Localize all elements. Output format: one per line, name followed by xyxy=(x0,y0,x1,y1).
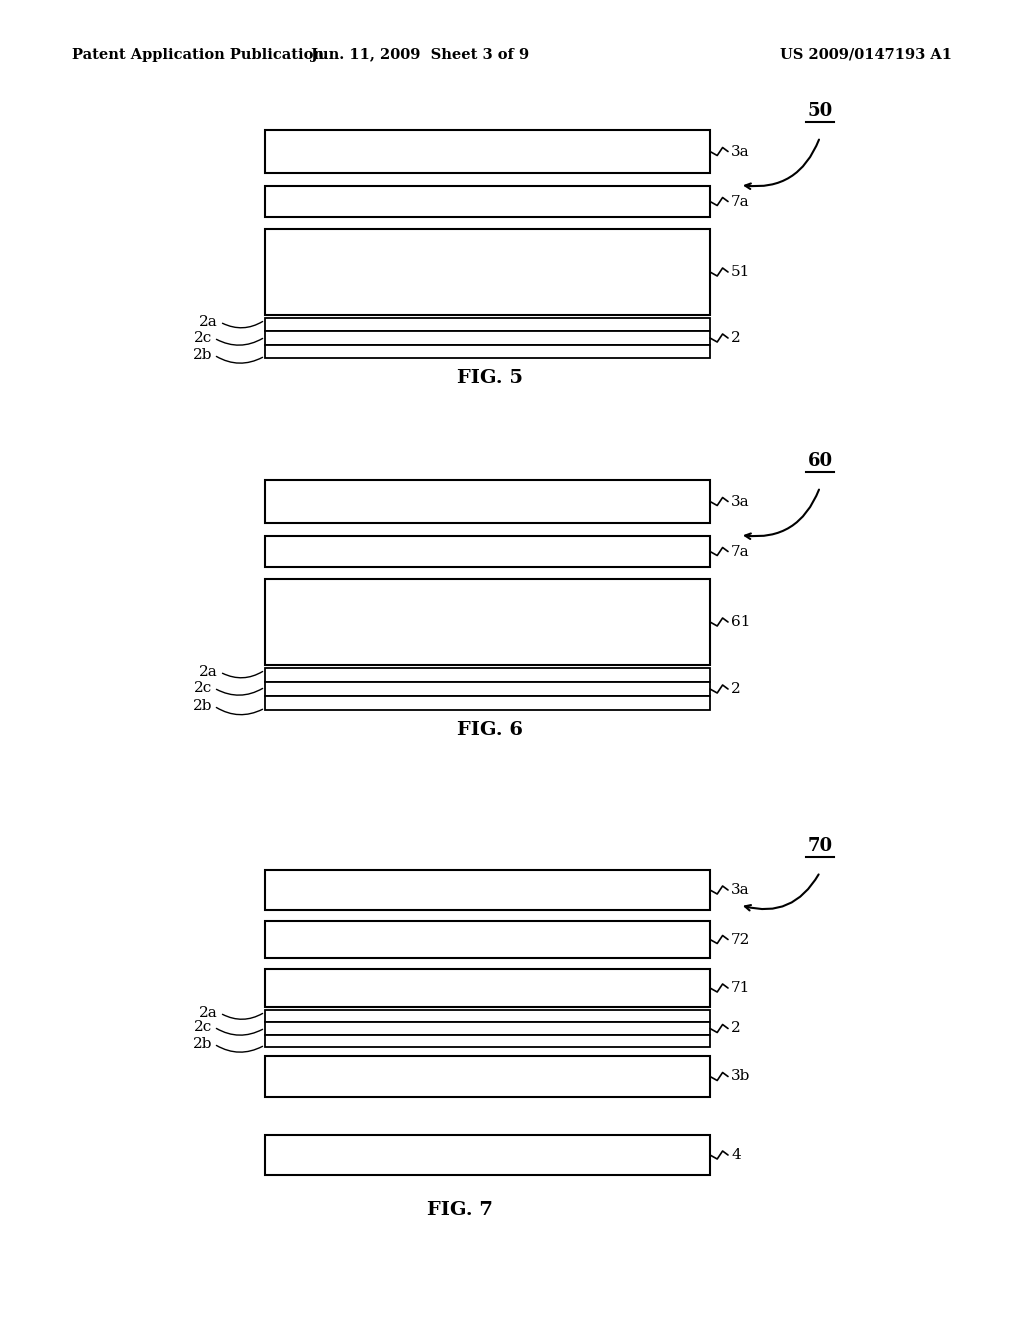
Text: 7a: 7a xyxy=(731,194,750,209)
Text: 61: 61 xyxy=(731,615,751,630)
Text: 2b: 2b xyxy=(193,1038,212,1051)
Text: 2: 2 xyxy=(731,331,740,345)
Text: 2c: 2c xyxy=(194,681,212,696)
Bar xyxy=(265,696,710,710)
Text: 71: 71 xyxy=(731,981,751,995)
Text: Patent Application Publication: Patent Application Publication xyxy=(72,48,324,62)
Text: 3a: 3a xyxy=(731,144,750,158)
Bar xyxy=(265,1022,710,1035)
Bar xyxy=(265,579,710,665)
Text: 2b: 2b xyxy=(193,348,212,362)
Text: 3a: 3a xyxy=(731,495,750,508)
Text: 51: 51 xyxy=(731,265,751,279)
Text: 2: 2 xyxy=(731,682,740,696)
Text: 2: 2 xyxy=(731,1022,740,1035)
Bar xyxy=(265,536,710,568)
Text: FIG. 6: FIG. 6 xyxy=(457,721,523,739)
Bar xyxy=(265,682,710,696)
Text: 60: 60 xyxy=(808,451,833,470)
Bar xyxy=(265,1135,710,1175)
Text: 2c: 2c xyxy=(194,1020,212,1034)
Bar xyxy=(265,1035,710,1047)
Bar xyxy=(265,969,710,1007)
Bar xyxy=(265,921,710,958)
Bar xyxy=(265,228,710,315)
Text: 3a: 3a xyxy=(731,883,750,898)
Text: 2b: 2b xyxy=(193,700,212,713)
Text: 50: 50 xyxy=(807,102,833,120)
Text: 2a: 2a xyxy=(200,665,218,678)
Text: Jun. 11, 2009  Sheet 3 of 9: Jun. 11, 2009 Sheet 3 of 9 xyxy=(311,48,529,62)
Text: US 2009/0147193 A1: US 2009/0147193 A1 xyxy=(780,48,952,62)
Bar xyxy=(265,186,710,216)
Bar xyxy=(265,1010,710,1022)
Text: 72: 72 xyxy=(731,932,751,946)
Text: 70: 70 xyxy=(808,837,833,855)
Text: 7a: 7a xyxy=(731,544,750,558)
Text: FIG. 5: FIG. 5 xyxy=(457,370,523,387)
Text: 2a: 2a xyxy=(200,1006,218,1020)
Bar xyxy=(265,870,710,909)
Bar xyxy=(265,331,710,345)
Text: 4: 4 xyxy=(731,1148,740,1162)
Bar xyxy=(265,318,710,331)
Text: FIG. 7: FIG. 7 xyxy=(427,1201,493,1218)
Bar xyxy=(265,345,710,358)
Bar xyxy=(265,1056,710,1097)
Bar xyxy=(265,668,710,682)
Text: 2c: 2c xyxy=(194,331,212,345)
Bar xyxy=(265,480,710,523)
Text: 2a: 2a xyxy=(200,315,218,329)
Bar xyxy=(265,129,710,173)
Text: 3b: 3b xyxy=(731,1069,751,1084)
